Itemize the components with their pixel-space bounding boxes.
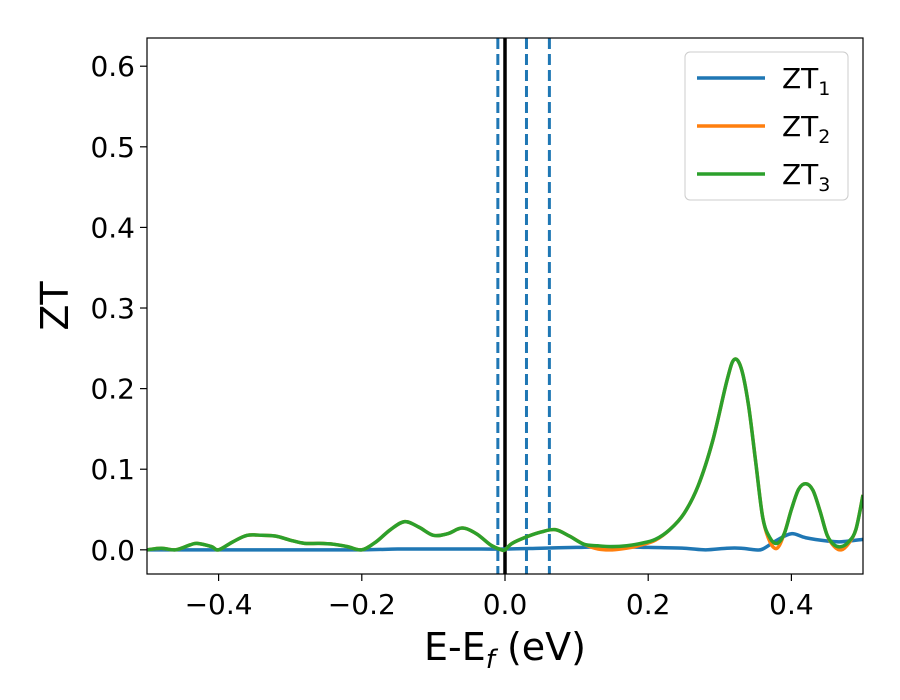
x-tick-label: 0.0 [483, 588, 528, 621]
y-tick-label: 0.4 [90, 211, 135, 244]
y-tick-label: 0.6 [90, 50, 135, 83]
y-tick-label: 0.3 [90, 292, 135, 325]
x-axis-label-unit: (eV) [495, 625, 586, 669]
y-axis-ticks: 0.0 0.1 0.2 0.3 0.4 0.5 0.6 [90, 50, 147, 567]
legend-label-zt3: ZT3 [782, 158, 830, 196]
legend-box [684, 51, 849, 201]
y-tick-label: 0.0 [90, 534, 135, 567]
legend-label-zt2: ZT2 [782, 110, 830, 148]
legend: ZT1 ZT2 ZT3 [684, 51, 849, 201]
legend-items: ZT1 ZT2 ZT3 [697, 62, 830, 196]
legend-label-zt1: ZT1 [782, 62, 830, 100]
x-tick-label: −0.4 [185, 588, 253, 621]
y-tick-label: 0.2 [90, 373, 135, 406]
x-axis-label: E-Ef (eV) [424, 625, 586, 675]
y-tick-label: 0.1 [90, 453, 135, 486]
series-lines [147, 357, 863, 553]
y-axis-label: ZT [33, 281, 77, 331]
x-tick-label: −0.2 [328, 588, 396, 621]
x-tick-label: 0.2 [626, 588, 671, 621]
x-tick-label: 0.4 [769, 588, 814, 621]
y-tick-label: 0.5 [90, 131, 135, 164]
x-axis-label-main: E-E [424, 625, 486, 669]
x-axis-ticks: −0.4 −0.2 0.0 0.2 0.4 [185, 574, 814, 621]
series-line-zt3 [147, 357, 863, 553]
vertical-lines [496, 38, 551, 574]
